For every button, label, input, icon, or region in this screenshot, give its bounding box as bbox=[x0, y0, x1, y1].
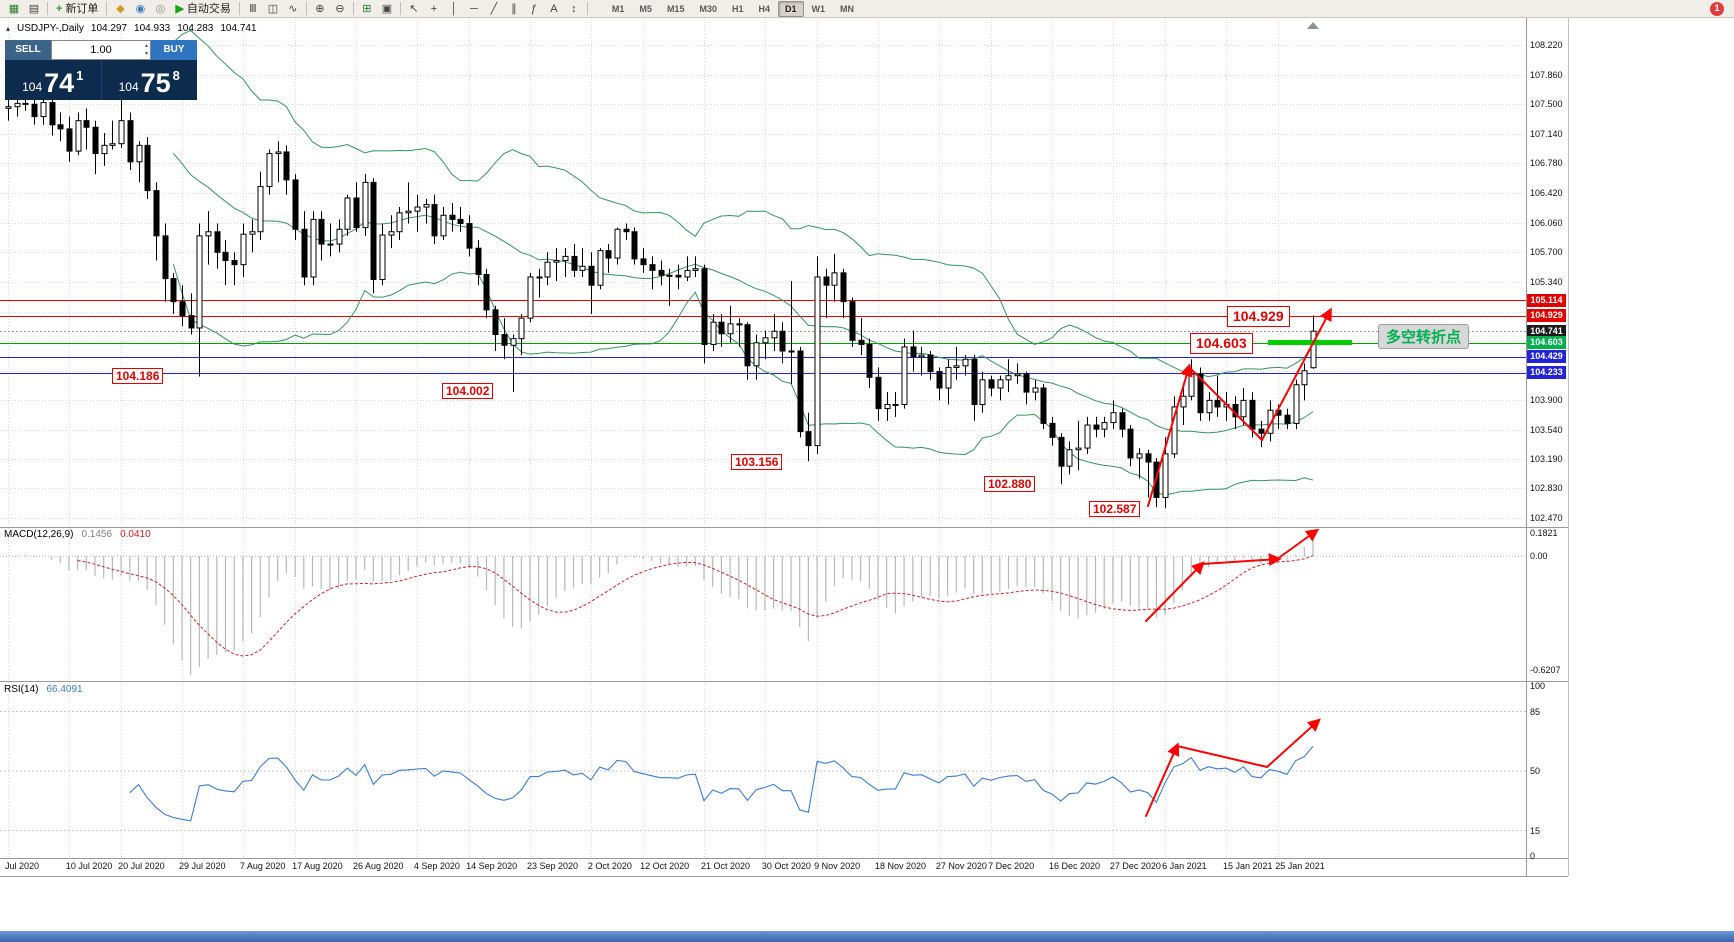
turning-point-highlight[interactable] bbox=[1268, 340, 1352, 346]
indicators-icon[interactable]: ⊞ bbox=[362, 2, 372, 15]
timeframe-h4-button[interactable]: H4 bbox=[758, 3, 770, 14]
volume-input[interactable]: 1.00 ▴ ▾ bbox=[51, 40, 151, 60]
grid-layer bbox=[0, 19, 1526, 857]
chart-profiles-icon[interactable]: ▤ bbox=[28, 2, 40, 15]
channel-tool-icon[interactable]: ∥ bbox=[511, 2, 517, 15]
new-order-button-label: 新订单 bbox=[65, 2, 99, 15]
toolbar-separator bbox=[106, 2, 108, 15]
ask-price[interactable]: 104 75 8 bbox=[102, 60, 198, 100]
bollinger-middle-line bbox=[172, 152, 1314, 434]
candle-chart-type-icon[interactable]: ◫ bbox=[267, 2, 279, 15]
taskbar-strip[interactable] bbox=[0, 931, 1734, 942]
sell-button[interactable]: SELL bbox=[5, 40, 51, 60]
buy-button[interactable]: BUY bbox=[151, 40, 197, 60]
volume-value: 1.00 bbox=[90, 44, 112, 56]
toolbar-separator bbox=[238, 2, 240, 15]
one-click-trading-panel: SELL 1.00 ▴ ▾ BUY 104 74 1 104 75 8 bbox=[5, 40, 197, 100]
timeframe-d1-button[interactable]: D1 bbox=[778, 0, 804, 17]
timeframe-toolbar: M1 M5 M15 M30 H1 H4 D1 W1 MN bbox=[605, 0, 861, 17]
trend-arrow-6[interactable] bbox=[1279, 528, 1320, 558]
panel-borders bbox=[0, 18, 1569, 877]
timeframe-h1-button[interactable]: H1 bbox=[731, 3, 744, 14]
new-chart-icon[interactable]: ▦ bbox=[8, 2, 20, 15]
fibonacci-tool-icon[interactable]: ƒ bbox=[530, 2, 537, 15]
trend-arrow-5[interactable] bbox=[1201, 553, 1282, 567]
auto-trading-button[interactable]: ▶ 自动交易 bbox=[170, 1, 235, 17]
toolbar-separator bbox=[352, 2, 354, 15]
alerts-icon[interactable]: ◎ bbox=[155, 2, 166, 15]
crosshair-tool-icon[interactable]: + bbox=[430, 2, 438, 15]
macd-signal-line bbox=[77, 555, 1314, 657]
timeframe-m15-button[interactable]: M15 bbox=[666, 3, 685, 14]
ask-pip: 8 bbox=[172, 68, 180, 83]
trend-arrow-2[interactable] bbox=[1188, 366, 1263, 441]
new-order-button-icon: + bbox=[56, 2, 63, 15]
bid-big: 74 bbox=[44, 68, 75, 98]
toolbar-separator bbox=[399, 2, 401, 15]
timeframe-m5-button[interactable]: M5 bbox=[639, 3, 652, 14]
zoom-in-icon[interactable]: ⊕ bbox=[315, 2, 325, 15]
auto-trading-button-label: 自动交易 bbox=[186, 2, 231, 15]
line-chart-type-icon[interactable]: ∿ bbox=[288, 2, 298, 15]
ask-main: 104 bbox=[118, 80, 139, 94]
trend-arrow-1[interactable] bbox=[1147, 363, 1193, 507]
community-icon[interactable]: ◉ bbox=[135, 2, 146, 15]
annotation-arrows bbox=[1145, 307, 1332, 817]
notification-badge[interactable]: 1 bbox=[1710, 1, 1724, 16]
toolbar-separator bbox=[305, 2, 307, 15]
cursor-tool-icon[interactable]: ↖ bbox=[409, 2, 419, 15]
horizontal-line-tool-icon[interactable]: ─ bbox=[470, 2, 478, 15]
chart-shift-marker[interactable] bbox=[1307, 22, 1319, 29]
tile-windows-icon[interactable]: ▣ bbox=[381, 2, 393, 15]
bar-chart-type-icon[interactable]: Ⅲ bbox=[249, 2, 257, 15]
volume-spinner-icon[interactable]: ▴ ▾ bbox=[144, 43, 148, 57]
ask-big: 75 bbox=[140, 68, 171, 98]
toolbar-separator bbox=[586, 2, 588, 15]
bollinger-lower-line bbox=[172, 263, 1314, 496]
candles-layer bbox=[5, 83, 1317, 509]
bid-main: 104 bbox=[22, 80, 43, 94]
macd-histogram bbox=[16, 533, 1314, 675]
timeframe-w1-button[interactable]: W1 bbox=[811, 3, 826, 14]
toolbar-separator bbox=[47, 2, 48, 15]
trend-arrow-4[interactable] bbox=[1145, 561, 1205, 622]
timeframe-m30-button[interactable]: M30 bbox=[699, 3, 717, 14]
arrows-tool-icon[interactable]: ↕ bbox=[571, 2, 577, 15]
rsi-line bbox=[129, 745, 1314, 822]
trend-arrow-9[interactable] bbox=[1266, 718, 1321, 768]
trend-arrow-3[interactable] bbox=[1261, 307, 1332, 441]
vertical-line-tool-icon[interactable]: │ bbox=[450, 2, 458, 15]
bid-pip: 1 bbox=[76, 68, 84, 83]
auto-trading-button-icon: ▶ bbox=[175, 2, 184, 15]
trendline-tool-icon[interactable]: ╱ bbox=[490, 2, 498, 15]
trend-arrow-8[interactable] bbox=[1176, 745, 1268, 768]
trend-arrow-7[interactable] bbox=[1145, 742, 1180, 817]
mql-wizard-icon[interactable]: ◆ bbox=[116, 2, 125, 15]
timeframe-m1-button[interactable]: M1 bbox=[611, 3, 625, 14]
bollinger-upper-line bbox=[172, 29, 1314, 378]
text-tool-icon[interactable]: A bbox=[550, 2, 558, 15]
bid-price[interactable]: 104 74 1 bbox=[5, 60, 102, 100]
new-order-button[interactable]: + 新订单 bbox=[51, 1, 103, 17]
zoom-out-icon[interactable]: ⊖ bbox=[335, 2, 345, 15]
toolbar: ▦ ▤ + 新订单 ◆ ◉ ◎ ▶ 自动交易 Ⅲ ◫ ∿ ⊕ ⊖ ⊞ ▣ ↖ + │ ─ ╱ ∥ ƒ A ↕ M1 M5 M15 M30… bbox=[0, 0, 1734, 18]
timeframe-mn-button[interactable]: MN bbox=[840, 3, 855, 14]
